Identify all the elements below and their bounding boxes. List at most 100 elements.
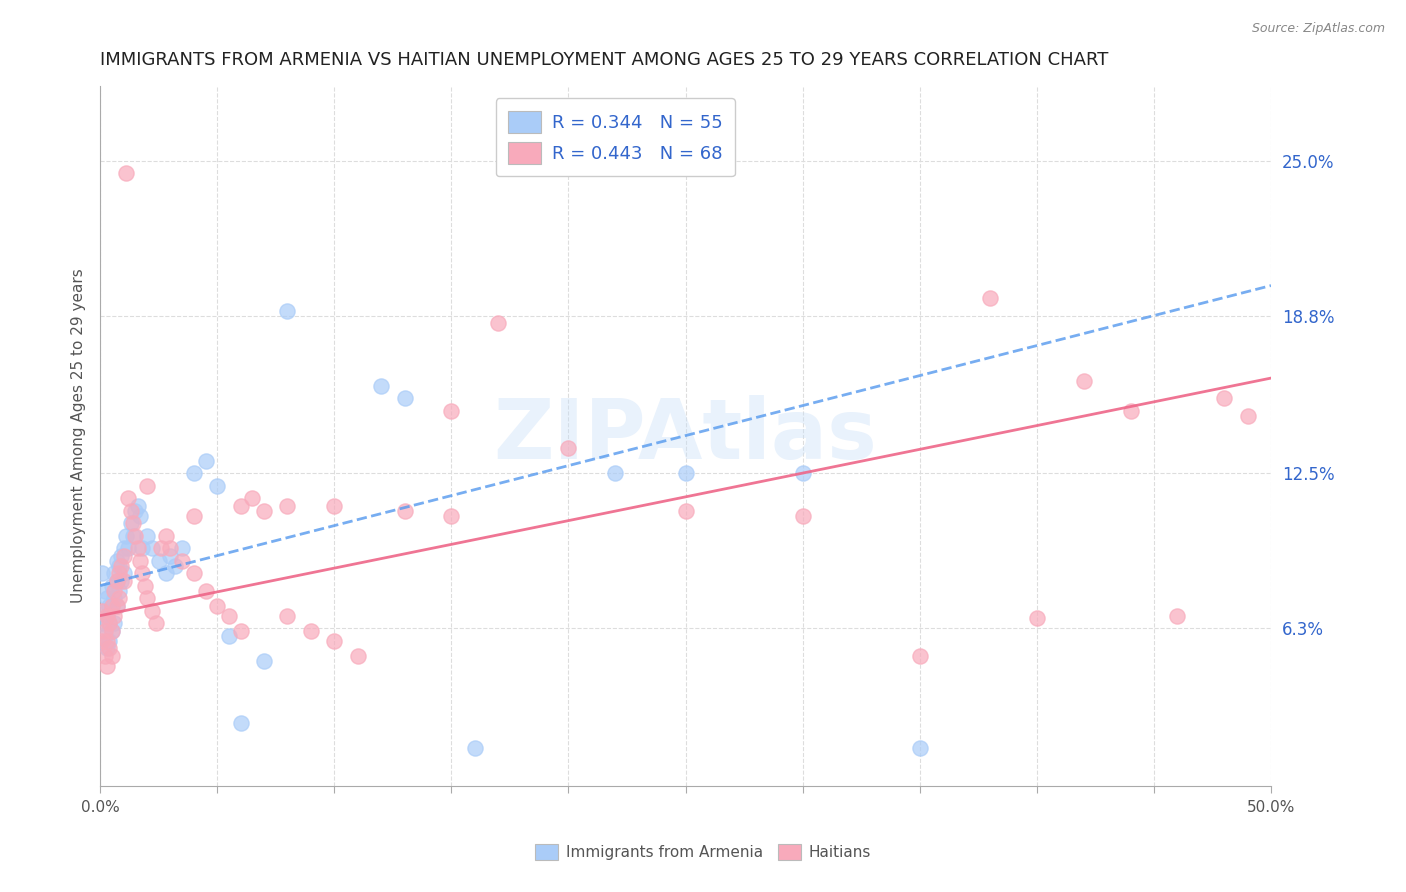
- Point: [253, 503, 276, 517]
- Point: [105, 599, 128, 613]
- Point: [96, 641, 118, 656]
- Point: [134, 579, 156, 593]
- Point: [131, 541, 153, 555]
- Point: [98, 616, 121, 631]
- Point: [124, 528, 146, 542]
- Point: [440, 508, 463, 523]
- Point: [110, 549, 132, 563]
- Point: [112, 566, 135, 581]
- Point: [110, 574, 132, 588]
- Point: [117, 541, 139, 555]
- Text: IMMIGRANTS FROM ARMENIA VS HAITIAN UNEMPLOYMENT AMONG AGES 25 TO 29 YEARS CORREL: IMMIGRANTS FROM ARMENIA VS HAITIAN UNEMP…: [100, 51, 1108, 69]
- Point: [908, 741, 931, 756]
- Point: [141, 541, 163, 555]
- Point: [155, 566, 177, 581]
- Point: [103, 566, 125, 581]
- Point: [98, 641, 121, 656]
- Point: [440, 403, 463, 417]
- Point: [218, 608, 240, 623]
- Point: [276, 499, 298, 513]
- Point: [145, 616, 167, 631]
- Point: [675, 466, 697, 480]
- Point: [1166, 608, 1188, 623]
- Point: [150, 541, 173, 555]
- Point: [131, 566, 153, 581]
- Point: [172, 541, 194, 555]
- Point: [323, 499, 346, 513]
- Point: [129, 553, 152, 567]
- Point: [299, 624, 322, 638]
- Point: [101, 579, 124, 593]
- Point: [96, 633, 118, 648]
- Point: [605, 466, 627, 480]
- Point: [792, 466, 814, 480]
- Point: [96, 658, 118, 673]
- Point: [276, 608, 298, 623]
- Point: [276, 303, 298, 318]
- Point: [148, 553, 170, 567]
- Y-axis label: Unemployment Among Ages 25 to 29 years: Unemployment Among Ages 25 to 29 years: [72, 268, 86, 603]
- Point: [129, 508, 152, 523]
- Point: [105, 574, 128, 588]
- Point: [229, 624, 252, 638]
- Point: [183, 508, 205, 523]
- Point: [96, 591, 118, 606]
- Point: [194, 583, 217, 598]
- Point: [183, 566, 205, 581]
- Point: [115, 166, 138, 180]
- Point: [159, 549, 181, 563]
- Legend: R = 0.344   N = 55, R = 0.443   N = 68: R = 0.344 N = 55, R = 0.443 N = 68: [496, 98, 735, 177]
- Point: [136, 478, 159, 492]
- Point: [94, 604, 117, 618]
- Point: [124, 503, 146, 517]
- Point: [194, 453, 217, 467]
- Point: [141, 604, 163, 618]
- Point: [101, 599, 124, 613]
- Point: [98, 599, 121, 613]
- Point: [1025, 611, 1047, 625]
- Point: [96, 608, 118, 623]
- Point: [108, 558, 131, 573]
- Point: [486, 316, 509, 330]
- Point: [91, 566, 114, 581]
- Legend: Immigrants from Armenia, Haitians: Immigrants from Armenia, Haitians: [529, 838, 877, 866]
- Point: [1073, 374, 1095, 388]
- Point: [94, 624, 117, 638]
- Point: [101, 648, 124, 663]
- Point: [229, 499, 252, 513]
- Point: [346, 648, 368, 663]
- Point: [94, 583, 117, 598]
- Point: [218, 629, 240, 643]
- Point: [101, 599, 124, 613]
- Point: [323, 633, 346, 648]
- Point: [103, 583, 125, 598]
- Point: [979, 291, 1001, 305]
- Point: [120, 516, 142, 530]
- Point: [108, 566, 131, 581]
- Point: [110, 558, 132, 573]
- Point: [122, 516, 145, 530]
- Point: [136, 528, 159, 542]
- Point: [394, 503, 416, 517]
- Point: [108, 591, 131, 606]
- Point: [108, 583, 131, 598]
- Point: [112, 549, 135, 563]
- Point: [103, 591, 125, 606]
- Point: [122, 528, 145, 542]
- Text: ZIPAtlas: ZIPAtlas: [494, 395, 877, 476]
- Point: [115, 528, 138, 542]
- Point: [112, 574, 135, 588]
- Point: [165, 558, 187, 573]
- Point: [370, 378, 392, 392]
- Point: [105, 553, 128, 567]
- Point: [127, 499, 149, 513]
- Point: [120, 503, 142, 517]
- Point: [159, 541, 181, 555]
- Point: [675, 503, 697, 517]
- Point: [464, 741, 486, 756]
- Point: [91, 616, 114, 631]
- Point: [127, 541, 149, 555]
- Point: [394, 391, 416, 405]
- Point: [94, 648, 117, 663]
- Point: [1119, 403, 1142, 417]
